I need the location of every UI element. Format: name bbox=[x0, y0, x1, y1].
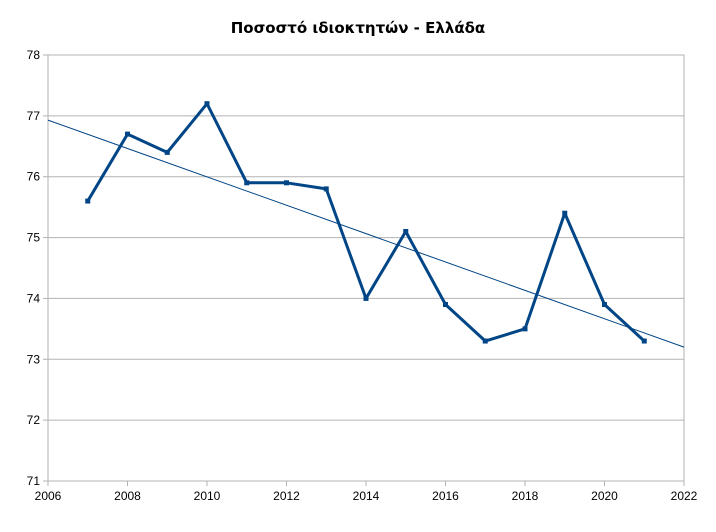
data-point-marker bbox=[482, 338, 488, 344]
y-tick-label: 74 bbox=[27, 291, 41, 305]
y-tick-label: 77 bbox=[27, 109, 41, 123]
x-tick-label: 2010 bbox=[194, 489, 221, 503]
data-point-marker bbox=[443, 302, 448, 308]
y-tick-label: 72 bbox=[27, 413, 41, 427]
data-point-marker bbox=[403, 228, 409, 234]
data-point-marker bbox=[284, 180, 289, 186]
data-point-marker bbox=[323, 186, 329, 192]
x-tick-label: 2018 bbox=[512, 489, 539, 503]
x-tick-label: 2020 bbox=[591, 489, 618, 503]
data-point-marker bbox=[204, 101, 210, 107]
data-point-marker bbox=[85, 198, 91, 204]
data-point-marker bbox=[522, 326, 528, 332]
x-tick-label: 2008 bbox=[114, 489, 141, 503]
chart-title: Ποσοστό ιδιοκτητών - Ελλάδα bbox=[230, 19, 486, 37]
y-tick-label: 73 bbox=[27, 352, 41, 366]
y-tick-label: 76 bbox=[27, 170, 41, 184]
x-tick-label: 2006 bbox=[35, 489, 62, 503]
x-tick-label: 2016 bbox=[432, 489, 459, 503]
axis-tick-labels: 71 72 73 74 75 76 77 78 2006 2008 2010 2012 2014 2016… bbox=[27, 48, 698, 503]
data-point-marker bbox=[125, 131, 130, 137]
linear-trendline bbox=[47, 119, 685, 348]
data-point-marker bbox=[363, 295, 369, 301]
data-point-marker bbox=[641, 338, 647, 344]
data-point-markers bbox=[85, 101, 647, 344]
y-tick-label: 75 bbox=[27, 231, 41, 245]
x-tick-label: 2022 bbox=[671, 489, 698, 503]
x-tick-label: 2012 bbox=[273, 489, 300, 503]
x-tick-label: 2014 bbox=[353, 489, 380, 503]
data-point-marker bbox=[562, 210, 568, 216]
gridlines bbox=[43, 54, 685, 486]
data-point-marker bbox=[244, 180, 250, 186]
y-tick-label: 71 bbox=[27, 474, 41, 488]
plot-area-border bbox=[47, 54, 685, 482]
series-line bbox=[86, 102, 646, 343]
data-point-marker bbox=[602, 302, 607, 308]
data-point-marker bbox=[164, 149, 170, 155]
y-tick-label: 78 bbox=[27, 48, 41, 62]
